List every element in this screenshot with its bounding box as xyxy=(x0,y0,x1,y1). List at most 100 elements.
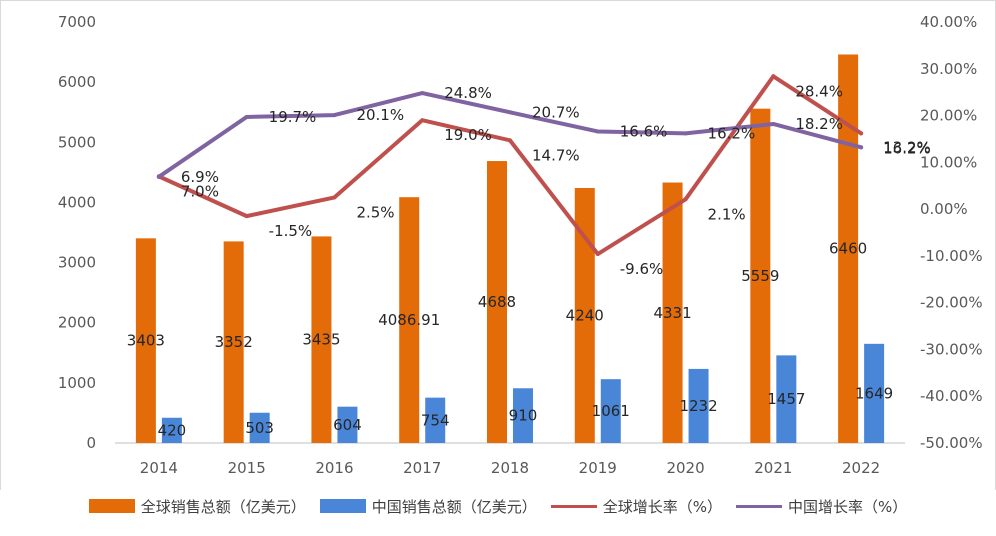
left-tick-label: 2000 xyxy=(58,314,96,332)
right-tick-label: -50.00% xyxy=(920,434,983,452)
data-label-global-sales: 3403 xyxy=(127,332,165,350)
point-global-growth xyxy=(595,252,600,257)
right-tick-label: -20.00% xyxy=(920,294,983,312)
right-tick-label: 40.00% xyxy=(920,13,977,31)
x-tick-label: 2015 xyxy=(228,459,266,477)
bar-china-sales xyxy=(249,412,270,443)
data-label-global-growth: 16.2% xyxy=(883,139,931,157)
x-tick-label: 2021 xyxy=(754,459,792,477)
data-label-global-growth: 28.4% xyxy=(795,82,843,100)
x-tick-label: 2020 xyxy=(666,459,704,477)
data-label-china-growth: 24.8% xyxy=(444,84,492,102)
point-china-growth xyxy=(244,114,249,119)
data-label-china-sales: 1649 xyxy=(855,384,893,402)
data-label-china-sales: 1232 xyxy=(679,397,717,415)
data-label-global-growth: -1.5% xyxy=(269,222,313,240)
data-label-global-growth: 19.0% xyxy=(444,126,492,144)
right-tick-label: -40.00% xyxy=(920,387,983,405)
data-label-china-growth: 16.6% xyxy=(620,122,668,140)
left-axis: 0 1000 2000 3000 4000 5000 6000 7000 xyxy=(58,13,96,452)
data-label-china-sales: 420 xyxy=(158,421,187,439)
point-china-growth xyxy=(771,121,776,126)
right-tick-label: 0.00% xyxy=(920,200,968,218)
x-tick-label: 2019 xyxy=(579,459,617,477)
legend-label-china-sales: 中国销售总额（亿美元） xyxy=(371,497,537,516)
line-series xyxy=(156,74,864,257)
legend-swatch-global-growth xyxy=(550,504,597,508)
bar-global-sales xyxy=(223,241,244,443)
bar-china-sales xyxy=(425,397,446,443)
data-label-china-sales: 503 xyxy=(245,419,274,437)
point-china-growth xyxy=(859,145,864,150)
point-china-growth xyxy=(156,174,161,179)
legend: 全球销售总额（亿美元） 中国销售总额（亿美元） 全球增长率（%） 中国增长率（%… xyxy=(0,494,996,518)
data-label-china-sales: 910 xyxy=(509,407,538,425)
data-label-china-growth: 18.2% xyxy=(795,115,843,133)
data-label-china-sales: 1061 xyxy=(592,402,630,420)
bar-series xyxy=(135,54,885,443)
bar-global-sales xyxy=(135,238,156,443)
x-tick-label: 2022 xyxy=(842,459,880,477)
left-tick-label: 7000 xyxy=(58,13,96,31)
point-global-growth xyxy=(859,131,864,136)
data-label-china-growth: 6.9% xyxy=(181,168,219,186)
data-label-china-sales: 1457 xyxy=(767,390,805,408)
data-label-global-sales: 3352 xyxy=(215,333,253,351)
legend-item-china-growth: 中国增长率（%） xyxy=(736,496,907,517)
bar-global-sales xyxy=(487,161,507,443)
bar-global-sales xyxy=(662,182,683,443)
data-label-china-growth: 16.2% xyxy=(708,124,756,142)
data-label-china-growth: 19.7% xyxy=(269,108,317,126)
data-label-global-growth: 2.1% xyxy=(708,205,746,223)
legend-item-china-sales: 中国销售总额（亿美元） xyxy=(319,496,537,517)
bar-china-sales xyxy=(600,379,621,443)
legend-label-global-sales: 全球销售总额（亿美元） xyxy=(140,497,306,516)
point-china-growth xyxy=(332,113,337,118)
bar-china-sales xyxy=(688,368,709,443)
bar-global-sales xyxy=(574,187,595,443)
data-labels: 3403 420 3352 503 3435 604 4086.91 754 4688 910 42… xyxy=(127,82,931,439)
data-label-global-sales: 4240 xyxy=(566,306,604,324)
bar-global-sales xyxy=(399,197,420,443)
point-global-growth xyxy=(244,214,249,219)
right-axis: -50.00% -40.00% -30.00% -20.00% -10.00% 0.00%… xyxy=(920,13,983,452)
x-tick-label: 2016 xyxy=(315,459,353,477)
left-tick-label: 5000 xyxy=(58,133,96,151)
legend-label-china-growth: 中国增长率（%） xyxy=(788,497,908,516)
point-global-growth xyxy=(771,74,776,79)
legend-swatch-china-sales xyxy=(319,499,366,513)
legend-item-global-sales: 全球销售总额（亿美元） xyxy=(88,496,306,517)
legend-item-global-growth: 全球增长率（%） xyxy=(550,496,723,517)
x-tick-label: 2018 xyxy=(491,459,529,477)
bar-global-sales xyxy=(311,236,332,443)
legend-swatch-global-sales xyxy=(88,499,135,513)
point-china-growth xyxy=(595,129,600,134)
bar-china-sales xyxy=(864,343,885,443)
right-tick-label: 20.00% xyxy=(920,107,977,125)
data-label-china-sales: 754 xyxy=(421,411,450,429)
data-label-global-sales: 5559 xyxy=(741,267,779,285)
right-tick-label: -10.00% xyxy=(920,247,983,265)
point-china-growth xyxy=(683,131,688,136)
left-tick-label: 6000 xyxy=(58,73,96,91)
bar-china-sales xyxy=(161,417,182,443)
legend-label-global-growth: 全球增长率（%） xyxy=(602,497,723,516)
point-china-growth xyxy=(508,110,512,115)
data-label-china-sales: 604 xyxy=(333,416,362,434)
data-label-global-growth: 2.5% xyxy=(356,203,394,221)
left-tick-label: 1000 xyxy=(58,374,96,392)
right-tick-label: 30.00% xyxy=(920,60,977,78)
x-axis: 2014 2015 2016 2017 2018 2019 2020 2021 2022 xyxy=(140,459,880,477)
point-global-growth xyxy=(332,195,337,200)
right-tick-label: 10.00% xyxy=(920,153,977,171)
data-label-global-sales: 4086.91 xyxy=(378,311,440,329)
left-tick-label: 4000 xyxy=(58,193,96,211)
bar-global-sales xyxy=(838,54,859,443)
data-label-global-growth: 7.0% xyxy=(181,182,219,200)
data-label-global-growth: -9.6% xyxy=(620,260,664,278)
left-tick-label: 0 xyxy=(86,434,96,452)
data-label-china-growth: 13.2% xyxy=(883,138,931,156)
x-tick-label: 2017 xyxy=(403,459,441,477)
